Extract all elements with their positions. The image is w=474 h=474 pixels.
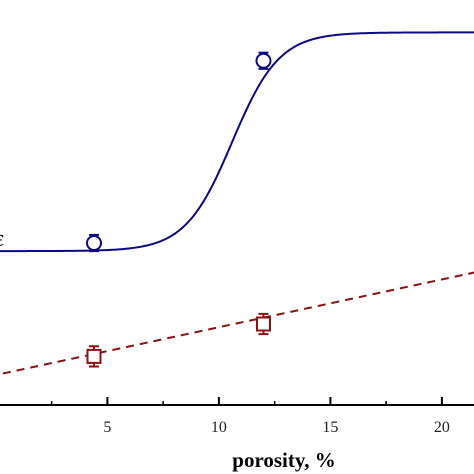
x-tick-label: 15 bbox=[322, 419, 338, 436]
data-point-circle bbox=[86, 235, 102, 251]
data-point-circle bbox=[255, 52, 272, 69]
x-tick-label: 5 bbox=[103, 419, 111, 436]
x-tick-label: 10 bbox=[211, 419, 227, 436]
x-tick-label: 20 bbox=[434, 419, 450, 436]
data-point-square bbox=[255, 316, 271, 332]
series-2-fit-line bbox=[0, 271, 474, 376]
plot-area: 5 10 15 20 bbox=[0, 31, 474, 436]
partial-axis-symbol: ε bbox=[0, 226, 4, 252]
series-1-fit-line bbox=[0, 31, 474, 253]
data-point-square bbox=[86, 348, 102, 364]
x-axis-title: porosity, % bbox=[232, 448, 335, 472]
